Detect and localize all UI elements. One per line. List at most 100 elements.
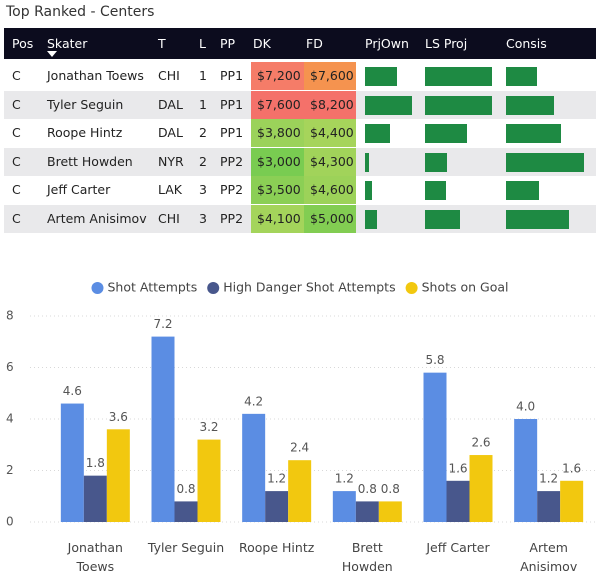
x-tick-label: Jeff Carter bbox=[426, 540, 490, 555]
salary: $4,400 bbox=[310, 125, 354, 140]
table-bar bbox=[365, 67, 397, 86]
column-header: Consis bbox=[506, 36, 547, 51]
column-header: FD bbox=[306, 36, 323, 51]
table-cell: 3 bbox=[199, 210, 207, 226]
salary: $3,500 bbox=[257, 182, 301, 197]
table-bar bbox=[506, 209, 569, 229]
salary-cell: $4,300 bbox=[304, 147, 356, 176]
y-tick-label: 0 bbox=[6, 515, 14, 529]
salary: $4,300 bbox=[310, 153, 354, 169]
salary: $3,000 bbox=[257, 153, 301, 169]
salary-cell: $3,800 bbox=[251, 119, 304, 147]
table-cell: C bbox=[12, 153, 21, 169]
table-bar bbox=[506, 95, 554, 115]
y-tick-label: 6 bbox=[6, 360, 14, 374]
table-cell: PP2 bbox=[220, 153, 244, 169]
salary: $5,000 bbox=[310, 210, 354, 226]
table-cell: DAL bbox=[158, 96, 183, 112]
salary: $4,600 bbox=[310, 182, 354, 197]
table-row: C Tyler Seguin DAL 1 PP1 $7,600 $8,200 bbox=[4, 90, 596, 120]
value-label: 1.2 bbox=[335, 472, 354, 486]
bar bbox=[174, 501, 198, 522]
bar bbox=[265, 491, 289, 522]
table-header: Pos Skater T L PP DK FD PrjOwn LS Proj Consis bbox=[4, 28, 596, 59]
salary-cell: $7,600 bbox=[304, 62, 356, 90]
column-header: T bbox=[158, 36, 166, 51]
table-bar bbox=[506, 67, 538, 86]
y-tick-label: 2 bbox=[6, 463, 14, 477]
table-row: C Jeff Carter LAK 3 PP2 $3,500 $4,600 bbox=[4, 176, 596, 205]
table-bar bbox=[365, 95, 412, 115]
bar bbox=[469, 455, 493, 522]
salary-cell: $3,000 bbox=[251, 147, 304, 176]
salary-cell: $8,200 bbox=[304, 90, 356, 119]
column-header: DK bbox=[253, 36, 271, 51]
salary-cell: $7,600 bbox=[251, 90, 304, 119]
table-cell: C bbox=[12, 210, 21, 226]
value-label: 0.8 bbox=[358, 482, 377, 496]
x-tick-label: Roope Hintz bbox=[239, 540, 315, 555]
table-bar bbox=[425, 95, 492, 115]
column-header: LS Proj bbox=[425, 36, 468, 51]
table-cell: NYR bbox=[158, 153, 184, 169]
table-cell: 2 bbox=[199, 153, 207, 169]
table-cell: Brett Howden bbox=[47, 153, 133, 169]
table-bar bbox=[506, 124, 561, 143]
bar bbox=[151, 336, 175, 522]
column-header: PP bbox=[220, 36, 236, 51]
table-cell: CHI bbox=[158, 210, 180, 226]
table-cell: Tyler Seguin bbox=[47, 96, 124, 112]
column-header: Pos bbox=[12, 36, 34, 51]
salary-cell: $5,000 bbox=[304, 204, 356, 233]
legend-label: High Danger Shot Attempts bbox=[223, 280, 395, 295]
bar bbox=[537, 491, 561, 522]
table-bar bbox=[365, 152, 369, 172]
salary-cell: $4,600 bbox=[304, 176, 356, 204]
value-label: 1.6 bbox=[448, 461, 467, 475]
table-cell: 1 bbox=[199, 68, 207, 83]
value-label: 1.8 bbox=[86, 456, 105, 470]
salary-cell: $4,100 bbox=[251, 204, 304, 233]
table-bar bbox=[506, 152, 585, 172]
value-label: 0.8 bbox=[381, 482, 400, 496]
y-tick-label: 8 bbox=[6, 309, 14, 323]
table-cell: Jeff Carter bbox=[47, 182, 111, 197]
table-cell: Artem Anisimov bbox=[47, 210, 147, 226]
bar bbox=[332, 491, 356, 522]
table-cell: DAL bbox=[158, 125, 183, 140]
table-bar bbox=[506, 181, 539, 200]
table-cell: 2 bbox=[199, 125, 207, 140]
legend-label: Shot Attempts bbox=[107, 280, 197, 295]
table-cell: C bbox=[12, 182, 21, 197]
value-label: 4.0 bbox=[516, 400, 535, 414]
salary-cell: $4,400 bbox=[304, 119, 356, 147]
table-row: C Roope Hintz DAL 2 PP1 $3,800 $4,400 bbox=[4, 119, 596, 148]
table-row: C Jonathan Toews CHI 1 PP1 $7,200 $7,600 bbox=[4, 62, 596, 91]
bar bbox=[242, 413, 266, 522]
bar bbox=[355, 501, 379, 522]
table-bar bbox=[425, 181, 446, 200]
bar bbox=[197, 439, 221, 522]
bar bbox=[560, 480, 584, 522]
table-cell: CHI bbox=[158, 68, 180, 83]
legend-marker bbox=[405, 282, 418, 294]
value-label: 2.4 bbox=[290, 441, 309, 455]
x-tick-label: Jonathan Toews bbox=[67, 540, 123, 574]
table-cell: LAK bbox=[158, 182, 182, 197]
value-label: 0.8 bbox=[176, 482, 195, 496]
value-label: 1.6 bbox=[562, 461, 581, 475]
table-row: C Artem Anisimov CHI 3 PP2 $4,100 $5,000 bbox=[4, 204, 596, 234]
table-cell: C bbox=[12, 68, 21, 83]
salary: $7,600 bbox=[310, 68, 354, 83]
legend-marker bbox=[207, 282, 220, 294]
bar bbox=[423, 372, 447, 522]
column-header: PrjOwn bbox=[365, 36, 409, 51]
table-bar bbox=[425, 124, 468, 143]
value-label: 5.8 bbox=[425, 353, 444, 367]
legend-marker bbox=[91, 282, 104, 294]
table-bar bbox=[425, 152, 448, 172]
table-row: C Brett Howden NYR 2 PP2 $3,000 $4,300 bbox=[4, 147, 596, 177]
column-header: Skater bbox=[47, 36, 88, 51]
